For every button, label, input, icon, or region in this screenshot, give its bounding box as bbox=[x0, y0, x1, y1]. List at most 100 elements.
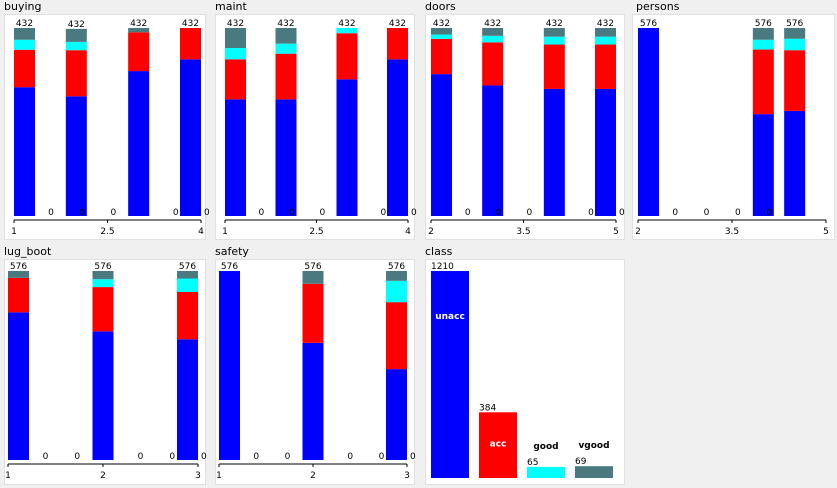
bar-segment-maint-0-3 bbox=[225, 28, 246, 49]
x-tick-label: 1 bbox=[222, 227, 228, 237]
bar-segment-maint-3-0 bbox=[387, 59, 408, 217]
x-tick-label: 3.5 bbox=[516, 227, 530, 237]
bar-segment-doors-0-2 bbox=[431, 34, 452, 39]
zero-count-label: 0 bbox=[201, 452, 207, 462]
bar-segment-safety-1-0 bbox=[302, 342, 324, 460]
bar-segment-lug_boot-1-0 bbox=[92, 331, 114, 460]
x-tick-label: 3 bbox=[404, 471, 410, 481]
bar-segment-persons-1-0 bbox=[752, 114, 774, 216]
bar-segment-doors-2-2 bbox=[543, 36, 565, 45]
zero-count-label: 0 bbox=[138, 452, 144, 462]
bar-segment-maint-2-2 bbox=[336, 28, 358, 34]
zero-count-label: 0 bbox=[204, 208, 210, 218]
x-tick-label: 2 bbox=[310, 471, 316, 481]
bar-total-label: 576 bbox=[388, 262, 405, 272]
bar-segment-maint-1-0 bbox=[275, 99, 297, 216]
bar-segment-doors-0-0 bbox=[431, 74, 452, 216]
zero-count-label: 0 bbox=[410, 452, 416, 462]
bar-segment-buying-1-1 bbox=[65, 50, 87, 97]
bar-segment-maint-2-1 bbox=[336, 33, 358, 80]
bar-segment-safety-2-1 bbox=[386, 302, 407, 370]
bar-total-label: 576 bbox=[640, 19, 657, 29]
panel-title-class: class bbox=[425, 245, 453, 258]
bar-total-label: 576 bbox=[179, 262, 196, 272]
zero-count-label: 0 bbox=[465, 208, 471, 218]
bar-segment-lug_boot-2-0 bbox=[177, 339, 198, 460]
bar-segment-maint-1-3 bbox=[275, 28, 297, 44]
class-category-label: vgood bbox=[578, 441, 609, 451]
bar-total-label: 432 bbox=[484, 19, 501, 29]
zero-count-label: 0 bbox=[48, 208, 54, 218]
class-category-label: good bbox=[533, 442, 558, 452]
bar-segment-doors-3-2 bbox=[595, 36, 616, 45]
zero-count-label: 0 bbox=[379, 452, 385, 462]
panel-title-maint: maint bbox=[215, 0, 247, 13]
zero-count-label: 0 bbox=[735, 208, 741, 218]
zero-count-label: 0 bbox=[253, 452, 259, 462]
panel-title-lug_boot: lug_boot bbox=[4, 245, 52, 258]
bar-segment-lug_boot-2-1 bbox=[177, 292, 198, 340]
bar-segment-lug_boot-0-1 bbox=[8, 277, 29, 313]
zero-count-label: 0 bbox=[381, 208, 387, 218]
class-value-label: 384 bbox=[479, 403, 496, 413]
bar-segment-safety-2-2 bbox=[386, 280, 407, 303]
x-tick-label: 1 bbox=[216, 471, 222, 481]
x-tick-label: 4 bbox=[198, 227, 204, 237]
zero-count-label: 0 bbox=[320, 208, 326, 218]
zero-count-label: 0 bbox=[766, 208, 772, 218]
class-bar-good bbox=[527, 466, 565, 478]
bar-total-label: 576 bbox=[221, 262, 238, 272]
bar-total-label: 576 bbox=[786, 19, 803, 29]
bar-total-label: 432 bbox=[433, 19, 450, 29]
bar-total-label: 432 bbox=[389, 19, 406, 29]
zero-count-label: 0 bbox=[347, 452, 353, 462]
zero-count-label: 0 bbox=[285, 452, 291, 462]
x-tick-label: 5 bbox=[823, 227, 829, 237]
bar-segment-persons-1-2 bbox=[752, 39, 774, 50]
panel-title-buying: buying bbox=[4, 0, 42, 13]
class-bar-unacc bbox=[431, 271, 469, 478]
bar-segment-persons-2-3 bbox=[784, 28, 806, 39]
bar-segment-buying-3-0 bbox=[180, 59, 201, 217]
bar-segment-lug_boot-2-2 bbox=[177, 278, 198, 292]
bar-segment-buying-1-0 bbox=[65, 96, 87, 216]
bar-segment-buying-0-0 bbox=[14, 87, 35, 217]
zero-count-label: 0 bbox=[173, 208, 179, 218]
bar-segment-persons-1-1 bbox=[752, 49, 774, 115]
zero-count-label: 0 bbox=[527, 208, 533, 218]
panel-title-persons: persons bbox=[636, 0, 680, 13]
panel-buying bbox=[4, 14, 206, 240]
bar-segment-maint-0-1 bbox=[225, 59, 246, 100]
bar-segment-buying-0-1 bbox=[14, 49, 35, 88]
bar-segment-doors-1-3 bbox=[482, 28, 504, 36]
bar-segment-doors-0-1 bbox=[431, 38, 452, 75]
bar-segment-buying-1-2 bbox=[65, 41, 87, 51]
bar-segment-doors-1-1 bbox=[482, 42, 504, 86]
bar-segment-maint-2-0 bbox=[336, 79, 358, 216]
bar-segment-lug_boot-1-1 bbox=[92, 287, 114, 332]
bar-total-label: 432 bbox=[227, 19, 244, 29]
bar-segment-maint-1-2 bbox=[275, 43, 297, 54]
class-bar-vgood bbox=[575, 466, 613, 478]
x-tick-label: 1 bbox=[11, 227, 17, 237]
panel-maint bbox=[215, 14, 415, 240]
bar-segment-safety-1-3 bbox=[302, 271, 324, 284]
bar-segment-doors-3-1 bbox=[595, 44, 616, 89]
x-tick-label: 4 bbox=[405, 227, 411, 237]
bar-segment-buying-0-2 bbox=[14, 39, 35, 50]
bar-segment-maint-0-2 bbox=[225, 48, 246, 60]
zero-count-label: 0 bbox=[672, 208, 678, 218]
zero-count-label: 0 bbox=[588, 208, 594, 218]
panel-title-safety: safety bbox=[215, 245, 249, 258]
x-tick-label: 3 bbox=[195, 471, 201, 481]
zero-count-label: 0 bbox=[704, 208, 710, 218]
bar-segment-lug_boot-0-0 bbox=[8, 312, 29, 460]
bar-segment-lug_boot-1-2 bbox=[92, 279, 114, 288]
bar-total-label: 432 bbox=[277, 19, 294, 29]
class-value-label: 69 bbox=[575, 457, 587, 467]
bar-segment-doors-1-0 bbox=[482, 85, 504, 216]
bar-total-label: 432 bbox=[68, 20, 85, 30]
zero-count-label: 0 bbox=[259, 208, 265, 218]
panel-doors bbox=[425, 14, 625, 240]
